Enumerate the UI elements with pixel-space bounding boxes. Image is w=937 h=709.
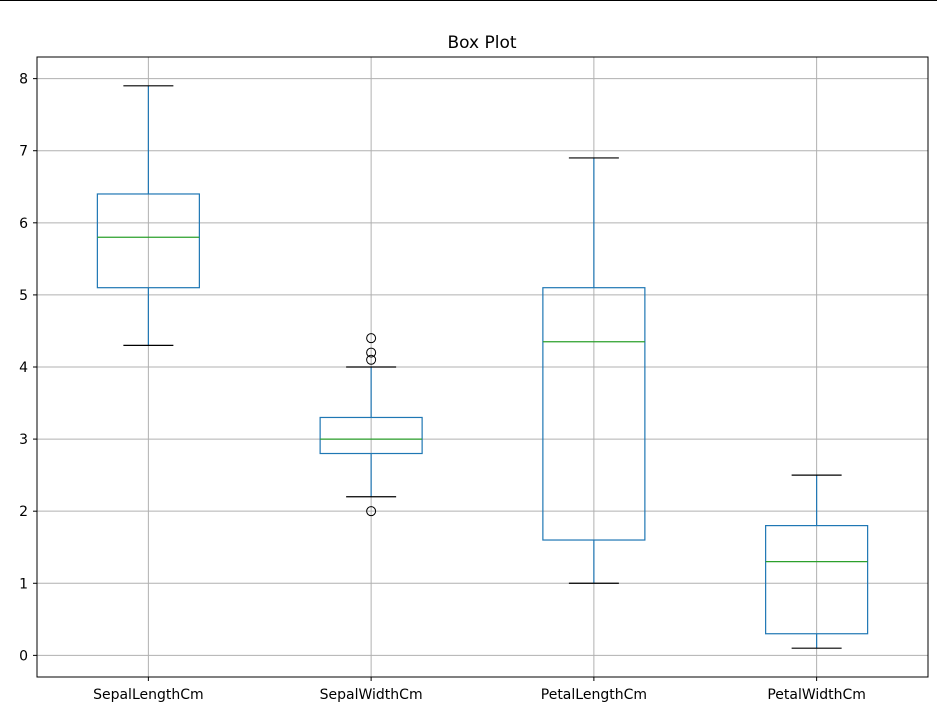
chart-title: Box Plot <box>447 33 516 53</box>
y-tick-label: 2 <box>19 504 28 520</box>
x-tick-label: SepalWidthCm <box>320 687 423 703</box>
grid-lines <box>37 57 928 677</box>
box-PetalWidthCm <box>765 474 869 649</box>
outlier-point <box>366 333 377 344</box>
y-tick-label: 7 <box>19 144 28 160</box>
iqr-box <box>765 525 869 635</box>
y-tick-label: 5 <box>19 288 28 304</box>
y-tick-label: 3 <box>19 432 28 448</box>
iqr-box <box>96 193 200 289</box>
outlier-point <box>366 347 377 358</box>
iqr-box <box>542 287 646 541</box>
y-tick-label: 8 <box>19 72 28 88</box>
x-tick-label: PetalLengthCm <box>541 687 647 703</box>
outlier-point <box>366 506 377 517</box>
box-SepalLengthCm <box>96 85 200 346</box>
top-border <box>0 0 937 1</box>
axis-ticks: 0 1 2 3 4 5 6 7 8 SepalLengthCm SepalWidthCm PetalL… <box>19 72 866 703</box>
x-tick-label: SepalLengthCm <box>93 687 204 703</box>
outlier-point <box>366 354 377 365</box>
y-tick-label: 4 <box>19 360 28 376</box>
y-tick-label: 6 <box>19 216 28 232</box>
iqr-box <box>319 416 423 455</box>
boxes <box>96 85 869 649</box>
x-tick-label: PetalWidthCm <box>767 687 866 703</box>
box-SepalWidthCm <box>319 333 423 517</box>
y-tick-label: 0 <box>19 648 28 664</box>
box-PetalLengthCm <box>542 157 646 584</box>
y-tick-label: 1 <box>19 576 28 592</box>
